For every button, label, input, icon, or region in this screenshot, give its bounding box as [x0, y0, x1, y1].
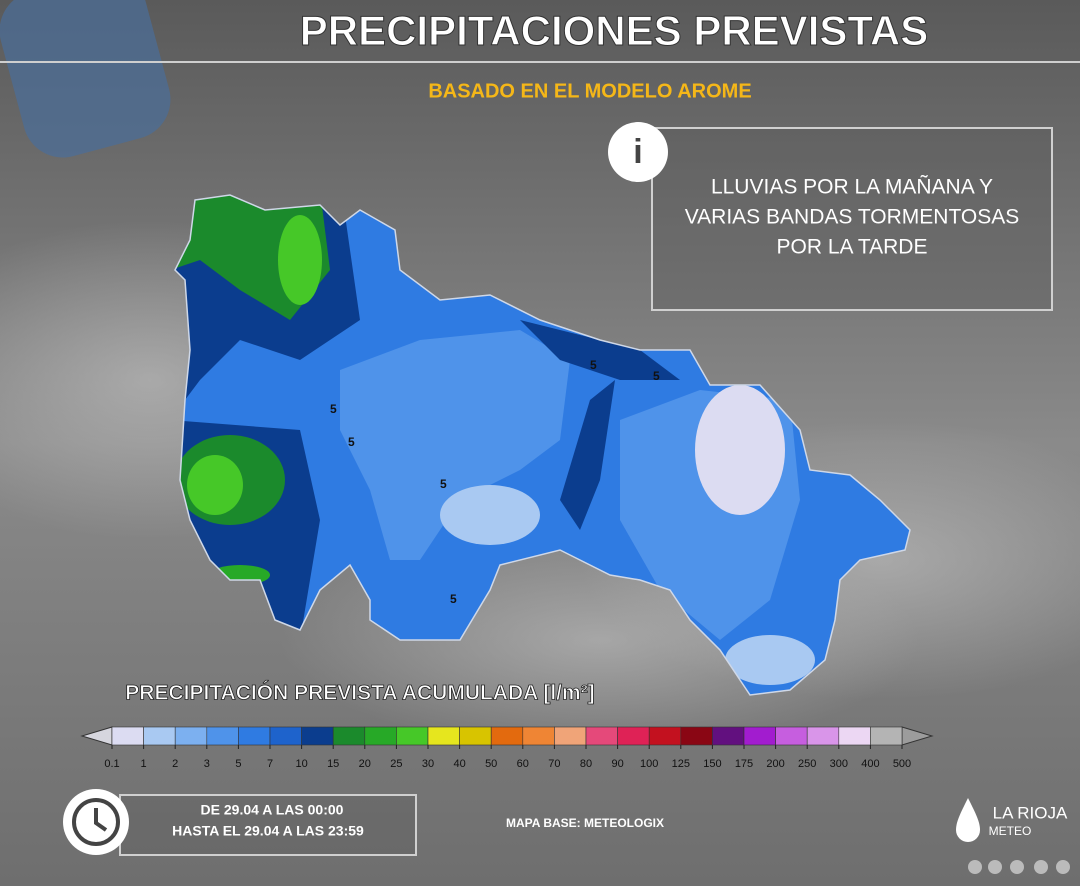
subtitle: BASADO EN EL MODELO AROME: [428, 80, 751, 102]
legend-swatch: [838, 726, 871, 746]
legend-swatch: [743, 726, 776, 746]
legend-tick-label: 80: [580, 758, 592, 770]
logo-drop: [956, 798, 980, 842]
legend-tick-label: 5: [235, 758, 241, 770]
contour-label: 5: [450, 592, 457, 606]
contour-label: 5: [653, 369, 660, 383]
legend-tick-label: 20: [359, 758, 371, 770]
legend-swatch: [775, 726, 808, 746]
legend-swatch: [459, 726, 492, 746]
legend-tick-label: 125: [672, 758, 690, 770]
period-line: DE 29.04 A LAS 00:00: [201, 802, 344, 818]
contour-label: 5: [330, 402, 337, 416]
legend-swatch: [301, 726, 334, 746]
legend-tick-label: 500: [893, 758, 911, 770]
contour-label: 5: [348, 435, 355, 449]
legend-swatch: [585, 726, 618, 746]
info-line: VARIAS BANDAS TORMENTOSAS: [685, 206, 1020, 229]
legend-swatch: [554, 726, 587, 746]
legend-swatch: [680, 726, 713, 746]
legend-tick-label: 2: [172, 758, 178, 770]
legend-tick-label: 150: [703, 758, 721, 770]
legend-title: PRECIPITACIÓN PREVISTA ACUMULADA [l/m²]: [125, 681, 594, 705]
legend-tick-label: 200: [766, 758, 784, 770]
legend-tick-label: 30: [422, 758, 434, 770]
info-icon: [608, 122, 668, 182]
legend-swatch: [364, 726, 397, 746]
legend-tick-label: 250: [798, 758, 816, 770]
contour-label: 5: [440, 477, 447, 491]
legend-swatch: [396, 726, 429, 746]
legend-tick-label: 0.1: [104, 758, 119, 770]
period-box: [119, 794, 417, 856]
legend-tick-label: 175: [735, 758, 753, 770]
credit: MAPA BASE: METEOLOGIX: [506, 816, 664, 830]
info-line: POR LA TARDE: [777, 236, 928, 259]
legend-tick-label: 1: [141, 758, 147, 770]
legend-tick-label: 70: [548, 758, 560, 770]
title: PRECIPITACIONES PREVISTAS: [300, 7, 929, 54]
legend-tick-label: 15: [327, 758, 339, 770]
legend-tick-label: 90: [611, 758, 623, 770]
logo-sub: METEO: [989, 824, 1032, 838]
info-line: LLUVIAS POR LA MAÑANA Y: [711, 175, 993, 199]
legend-tick-label: 50: [485, 758, 497, 770]
contour-label: 5: [590, 358, 597, 372]
clock-face: [72, 798, 120, 846]
legend-swatch: [111, 726, 144, 746]
period-line: HASTA EL 29.04 A LAS 23:59: [172, 823, 364, 839]
legend-tick-label: 25: [390, 758, 402, 770]
contour-labels: 5 5 5 5 5 5: [330, 358, 660, 606]
info-box: [651, 127, 1053, 311]
legend-swatch: [490, 726, 524, 746]
legend-swatch: [427, 726, 460, 746]
legend-swatch: [617, 726, 650, 746]
legend-swatch: [206, 726, 239, 746]
legend-tick-label: 3: [204, 758, 210, 770]
legend-swatch: [806, 726, 840, 746]
clock-hands: [94, 808, 108, 832]
legend-swatch: [522, 726, 555, 746]
legend-swatch: [269, 726, 302, 746]
legend-swatch: [143, 726, 176, 746]
legend-tick-label: 40: [453, 758, 465, 770]
legend-swatch: [332, 726, 366, 746]
legend-tick-label: 10: [295, 758, 307, 770]
legend-tick-label: 300: [830, 758, 848, 770]
info-glyph: i: [633, 133, 642, 171]
legend-tick-label: 60: [517, 758, 529, 770]
legend-tick-label: 100: [640, 758, 658, 770]
legend-swatch: [238, 726, 271, 746]
legend-swatch: [870, 726, 903, 746]
social-icons: [968, 860, 1070, 874]
legend: 0.1 1 2 3 5 7 10 15 20 25 30 40 50 60 70 80 90 100 125 150 1…: [80, 726, 934, 770]
legend-tick-label: 400: [861, 758, 879, 770]
legend-swatch: [174, 726, 208, 746]
logo-name: LA RIOJA: [993, 803, 1068, 822]
legend-tick-label: 7: [267, 758, 273, 770]
legend-swatch: [712, 726, 745, 746]
rain-icon: [0, 0, 171, 158]
legend-swatch: [648, 726, 682, 746]
